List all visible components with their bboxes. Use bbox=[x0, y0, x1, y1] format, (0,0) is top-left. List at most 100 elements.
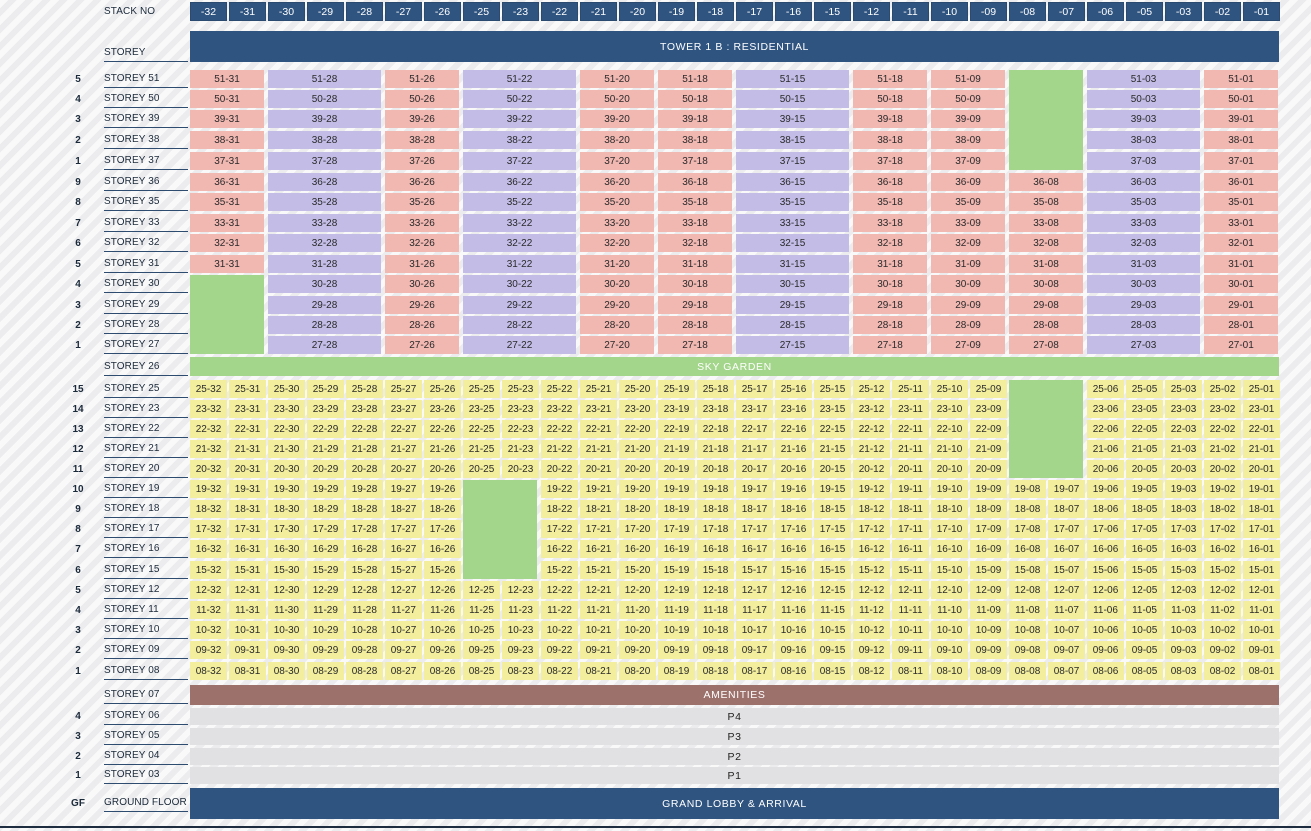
unit-cell[interactable]: 33-18 bbox=[658, 214, 732, 232]
unit-cell[interactable]: 28-08 bbox=[1009, 316, 1083, 334]
unit-cell[interactable]: 25-02 bbox=[1204, 380, 1241, 398]
unit-cell[interactable]: 19-08 bbox=[1009, 480, 1046, 498]
unit-cell[interactable]: 09-03 bbox=[1165, 641, 1202, 659]
unit-cell[interactable]: 38-28 bbox=[268, 131, 381, 149]
unit-cell[interactable]: 16-32 bbox=[190, 540, 227, 558]
unit-cell[interactable]: 22-05 bbox=[1126, 420, 1163, 438]
unit-cell[interactable]: 10-07 bbox=[1048, 621, 1085, 639]
unit-cell[interactable]: 16-30 bbox=[268, 540, 305, 558]
unit-cell[interactable]: 25-05 bbox=[1126, 380, 1163, 398]
unit-cell[interactable]: 15-11 bbox=[892, 561, 929, 579]
unit-cell[interactable]: 36-28 bbox=[268, 173, 381, 191]
unit-cell[interactable]: 17-03 bbox=[1165, 520, 1202, 538]
unit-cell[interactable]: 17-30 bbox=[268, 520, 305, 538]
unit-cell[interactable]: 16-12 bbox=[853, 540, 890, 558]
unit-cell[interactable]: 10-08 bbox=[1009, 621, 1046, 639]
unit-cell[interactable]: 36-20 bbox=[580, 173, 654, 191]
unit-cell[interactable]: 23-23 bbox=[502, 400, 539, 418]
unit-cell[interactable]: 10-09 bbox=[970, 621, 1007, 639]
unit-cell[interactable]: 22-01 bbox=[1243, 420, 1280, 438]
unit-cell[interactable]: 08-26 bbox=[424, 662, 461, 680]
unit-cell[interactable]: 23-31 bbox=[229, 400, 266, 418]
unit-cell[interactable]: 10-17 bbox=[736, 621, 773, 639]
unit-cell[interactable]: 28-15 bbox=[736, 316, 849, 334]
unit-cell[interactable]: 27-20 bbox=[580, 336, 654, 354]
unit-cell[interactable]: 10-16 bbox=[775, 621, 812, 639]
unit-cell[interactable]: 12-10 bbox=[931, 581, 968, 599]
unit-cell[interactable]: 25-21 bbox=[580, 380, 617, 398]
unit-cell[interactable]: 18-10 bbox=[931, 500, 968, 518]
unit-cell[interactable]: 08-31 bbox=[229, 662, 266, 680]
unit-cell[interactable]: 30-08 bbox=[1009, 275, 1083, 293]
unit-cell[interactable]: 15-20 bbox=[619, 561, 656, 579]
unit-cell[interactable]: 25-06 bbox=[1087, 380, 1124, 398]
unit-cell[interactable]: 21-20 bbox=[619, 440, 656, 458]
unit-cell[interactable]: 50-18 bbox=[853, 90, 927, 108]
unit-cell[interactable]: 31-20 bbox=[580, 255, 654, 273]
unit-cell[interactable]: 29-01 bbox=[1204, 296, 1278, 314]
unit-cell[interactable]: 17-01 bbox=[1243, 520, 1280, 538]
unit-cell[interactable]: 23-02 bbox=[1204, 400, 1241, 418]
unit-cell[interactable]: 09-17 bbox=[736, 641, 773, 659]
unit-cell[interactable]: 08-09 bbox=[970, 662, 1007, 680]
unit-cell[interactable]: 33-15 bbox=[736, 214, 849, 232]
unit-cell[interactable]: 18-26 bbox=[424, 500, 461, 518]
unit-cell[interactable]: 08-16 bbox=[775, 662, 812, 680]
unit-cell[interactable]: 09-27 bbox=[385, 641, 422, 659]
unit-cell[interactable]: 10-26 bbox=[424, 621, 461, 639]
unit-cell[interactable]: 21-12 bbox=[853, 440, 890, 458]
unit-cell[interactable]: 50-22 bbox=[463, 90, 576, 108]
unit-cell[interactable]: 11-01 bbox=[1243, 601, 1280, 619]
unit-cell[interactable]: 22-25 bbox=[463, 420, 500, 438]
unit-cell[interactable]: 16-17 bbox=[736, 540, 773, 558]
unit-cell[interactable]: 18-27 bbox=[385, 500, 422, 518]
unit-cell[interactable]: 25-28 bbox=[346, 380, 383, 398]
unit-cell[interactable]: 08-10 bbox=[931, 662, 968, 680]
unit-cell[interactable]: 25-12 bbox=[853, 380, 890, 398]
unit-cell[interactable]: 20-23 bbox=[502, 460, 539, 478]
unit-cell[interactable]: 15-12 bbox=[853, 561, 890, 579]
unit-cell[interactable]: 30-20 bbox=[580, 275, 654, 293]
unit-cell[interactable]: 10-15 bbox=[814, 621, 851, 639]
unit-cell[interactable]: 10-22 bbox=[541, 621, 578, 639]
unit-cell[interactable]: 33-20 bbox=[580, 214, 654, 232]
unit-cell[interactable]: 19-26 bbox=[424, 480, 461, 498]
unit-cell[interactable]: 19-20 bbox=[619, 480, 656, 498]
unit-cell[interactable]: 17-08 bbox=[1009, 520, 1046, 538]
unit-cell[interactable]: 20-27 bbox=[385, 460, 422, 478]
unit-cell[interactable]: 15-01 bbox=[1243, 561, 1280, 579]
unit-cell[interactable]: 21-18 bbox=[697, 440, 734, 458]
unit-cell[interactable]: 21-23 bbox=[502, 440, 539, 458]
unit-cell[interactable]: 50-15 bbox=[736, 90, 849, 108]
unit-cell[interactable]: 09-10 bbox=[931, 641, 968, 659]
unit-cell[interactable]: 28-22 bbox=[463, 316, 576, 334]
unit-cell[interactable]: 21-06 bbox=[1087, 440, 1124, 458]
unit-cell[interactable]: 11-32 bbox=[190, 601, 227, 619]
unit-cell[interactable]: 29-09 bbox=[931, 296, 1005, 314]
unit-cell[interactable]: 17-11 bbox=[892, 520, 929, 538]
unit-cell[interactable]: 17-32 bbox=[190, 520, 227, 538]
unit-cell[interactable]: 12-15 bbox=[814, 581, 851, 599]
unit-cell[interactable]: 10-28 bbox=[346, 621, 383, 639]
unit-cell[interactable]: 21-27 bbox=[385, 440, 422, 458]
unit-cell[interactable]: 18-05 bbox=[1126, 500, 1163, 518]
unit-cell[interactable]: 31-03 bbox=[1087, 255, 1200, 273]
unit-cell[interactable]: 11-12 bbox=[853, 601, 890, 619]
unit-cell[interactable]: 21-26 bbox=[424, 440, 461, 458]
unit-cell[interactable]: 10-12 bbox=[853, 621, 890, 639]
unit-cell[interactable]: 23-21 bbox=[580, 400, 617, 418]
unit-cell[interactable]: 33-01 bbox=[1204, 214, 1278, 232]
unit-cell[interactable]: 16-29 bbox=[307, 540, 344, 558]
unit-cell[interactable]: 31-01 bbox=[1204, 255, 1278, 273]
unit-cell[interactable]: 27-26 bbox=[385, 336, 459, 354]
unit-cell[interactable]: 50-28 bbox=[268, 90, 381, 108]
unit-cell[interactable]: 30-18 bbox=[658, 275, 732, 293]
unit-cell[interactable]: 19-19 bbox=[658, 480, 695, 498]
unit-cell[interactable]: 21-21 bbox=[580, 440, 617, 458]
unit-cell[interactable]: 23-10 bbox=[931, 400, 968, 418]
unit-cell[interactable]: 15-22 bbox=[541, 561, 578, 579]
unit-cell[interactable]: 09-15 bbox=[814, 641, 851, 659]
unit-cell[interactable]: 19-18 bbox=[697, 480, 734, 498]
unit-cell[interactable]: 20-06 bbox=[1087, 460, 1124, 478]
unit-cell[interactable]: 30-26 bbox=[385, 275, 459, 293]
